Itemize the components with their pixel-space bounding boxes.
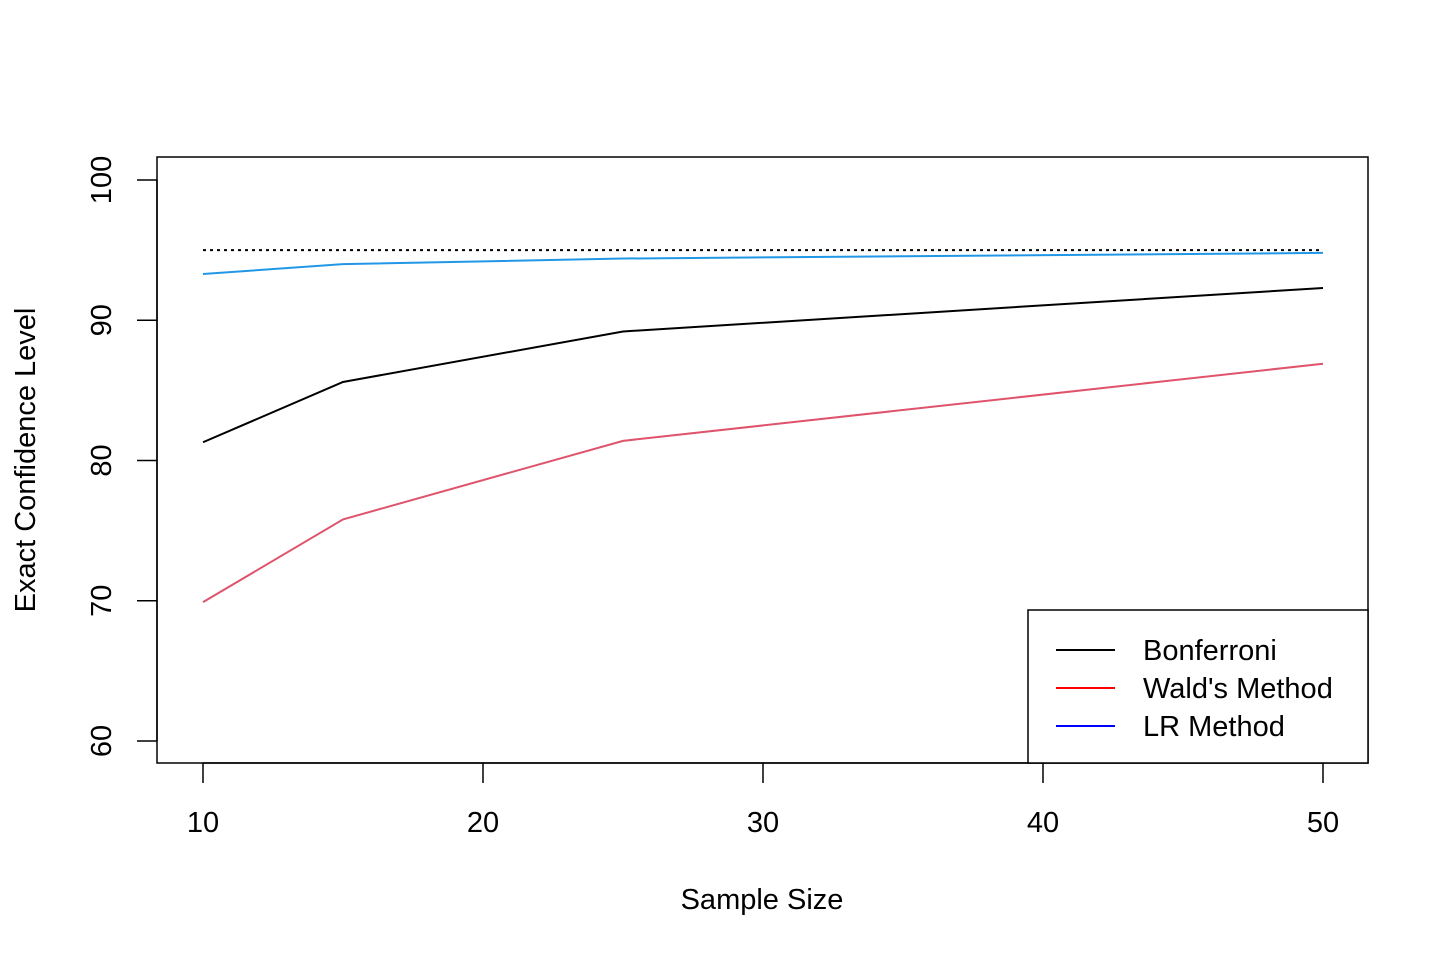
x-tick-label: 30 [747, 807, 779, 839]
x-tick-label: 50 [1307, 807, 1339, 839]
y-tick-label: 80 [86, 444, 118, 476]
x-tick-label: 10 [187, 807, 219, 839]
x-tick-label: 20 [467, 807, 499, 839]
y-tick-label: 90 [86, 304, 118, 336]
y-axis-label: Exact Confidence Level [10, 308, 42, 613]
legend: Bonferroni Wald's Method LR Method [1027, 609, 1369, 764]
x-axis: 10 20 30 40 50 [187, 762, 1339, 839]
series-lines [202, 249, 1324, 604]
series-line-bonferroni [202, 286, 1324, 444]
legend-box [1027, 609, 1369, 764]
y-axis: 60 70 80 90 100 [86, 156, 158, 757]
legend-label: LR Method [1143, 711, 1285, 743]
series-line-lr-method [202, 251, 1324, 275]
y-tick-label: 100 [86, 156, 118, 204]
x-axis-label: Sample Size [681, 884, 844, 916]
series-line-wald-s-method [202, 362, 1324, 604]
legend-label: Wald's Method [1143, 673, 1333, 705]
y-tick-label: 70 [86, 585, 118, 617]
x-tick-label: 40 [1027, 807, 1059, 839]
y-tick-label: 60 [86, 725, 118, 757]
legend-label: Bonferroni [1143, 635, 1277, 667]
